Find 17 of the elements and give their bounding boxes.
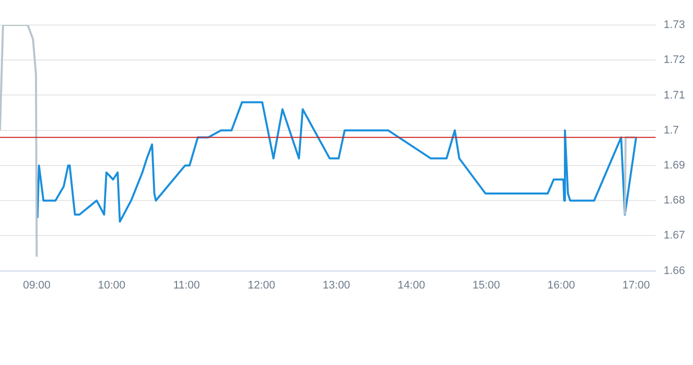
- x-tick-label: 14:00: [398, 279, 426, 292]
- y-tick-label: 1.73: [664, 19, 686, 32]
- y-tick-label: 1.69: [664, 159, 686, 172]
- y-tick-label: 1.7: [664, 124, 679, 136]
- y-tick-label: 1.71: [664, 89, 686, 102]
- y-tick-label: 1.67: [664, 230, 686, 242]
- x-tick-label: 10:00: [98, 279, 126, 292]
- x-tick-label: 09:00: [22, 279, 50, 292]
- x-tick-label: 13:00: [322, 279, 350, 292]
- y-tick-label: 1.66: [664, 264, 686, 277]
- x-tick-label: 15:00: [472, 279, 500, 292]
- x-tick-label: 17:00: [622, 279, 650, 292]
- y-tick-label: 1.72: [664, 54, 686, 66]
- y-tick-label: 1.68: [664, 194, 686, 207]
- x-tick-label: 12:00: [248, 279, 276, 292]
- x-tick-label: 11:00: [173, 279, 200, 292]
- x-tick-label: 16:00: [547, 279, 575, 292]
